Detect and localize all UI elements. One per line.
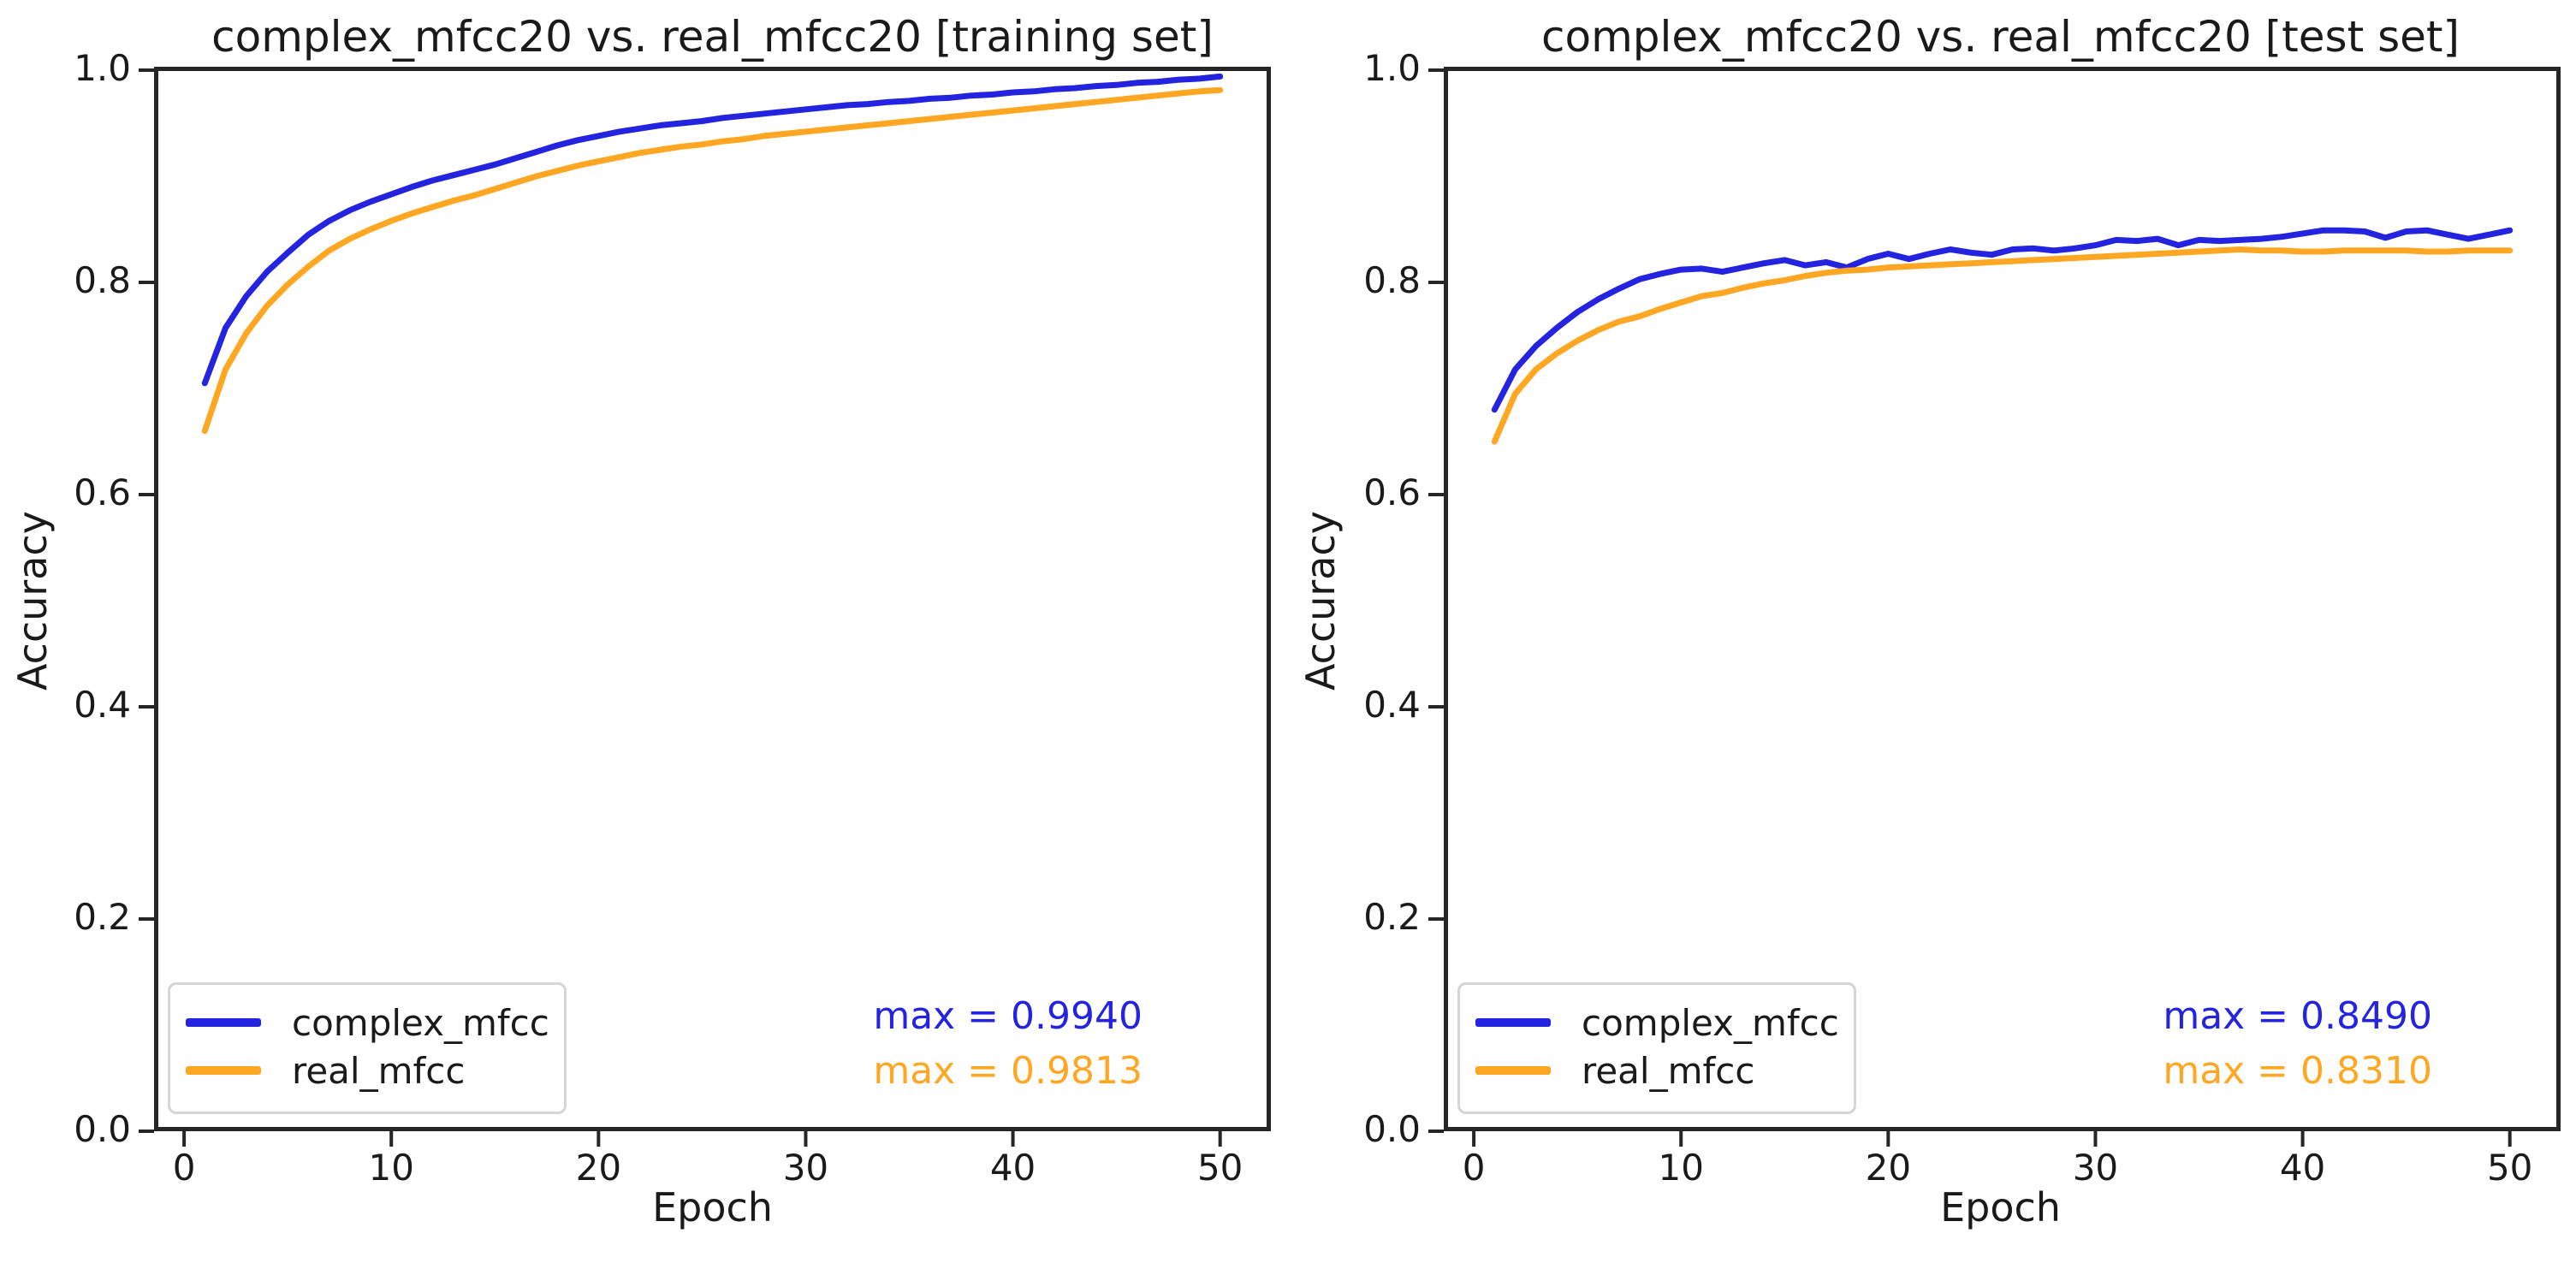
legend-label: complex_mfcc — [1582, 1001, 1839, 1044]
legend-label: real_mfcc — [1582, 1049, 1755, 1092]
y-tick-label: 1.0 — [74, 46, 131, 89]
chart-title: complex_mfcc20 vs. real_mfcc20 [test set… — [1540, 12, 2460, 62]
x-axis-label: Epoch — [652, 1184, 773, 1230]
line-plot — [1428, 67, 2561, 1147]
x-tick-label: 10 — [368, 1147, 414, 1189]
max-value-real: max = 0.9813 — [873, 1049, 1143, 1093]
legend-entry-complex-mfcc: complex_mfcc — [1460, 999, 1854, 1047]
y-tick-label: 0.2 — [74, 895, 131, 938]
legend-entry-complex-mfcc: complex_mfcc — [170, 999, 564, 1047]
y-tick-label: 1.0 — [1363, 46, 1421, 89]
y-tick-label: 0.4 — [1363, 683, 1421, 726]
x-tick-label: 0 — [1462, 1147, 1486, 1189]
max-value-real: max = 0.8310 — [2163, 1049, 2432, 1093]
legend-entry-real-mfcc: real_mfcc — [1460, 1047, 1854, 1094]
legend-line-swatch — [186, 1066, 261, 1075]
x-tick-label: 40 — [2279, 1147, 2326, 1189]
y-tick-label: 0.0 — [74, 1108, 131, 1150]
plot-area: complex_mfcc real_mfcc max = 0.9940 max … — [74, 47, 1271, 1189]
max-value-complex: max = 0.8490 — [2163, 994, 2432, 1038]
y-tick-label: 0.6 — [74, 471, 131, 513]
legend-label: real_mfcc — [292, 1049, 466, 1092]
legend: complex_mfcc real_mfcc — [1457, 982, 1856, 1114]
y-tick-label: 0.8 — [74, 258, 131, 301]
line-plot — [139, 67, 1271, 1147]
y-tick-label: 0.6 — [1363, 471, 1421, 513]
legend-line-swatch — [186, 1018, 261, 1027]
x-tick-label: 30 — [2072, 1147, 2119, 1189]
x-tick-label: 30 — [782, 1147, 829, 1189]
y-axis-label: Accuracy — [9, 510, 56, 691]
x-tick-label: 20 — [1865, 1147, 1912, 1189]
y-tick-label: 0.2 — [1363, 895, 1421, 938]
max-value-complex: max = 0.9940 — [873, 994, 1143, 1038]
legend-line-swatch — [1475, 1066, 1551, 1075]
y-tick-label: 0.8 — [1363, 258, 1421, 301]
max-annotations: max = 0.9940 max = 0.9813 — [873, 989, 1143, 1099]
x-tick-label: 40 — [989, 1147, 1036, 1189]
legend-label: complex_mfcc — [292, 1001, 549, 1044]
y-tick-label: 0.4 — [74, 683, 131, 726]
x-tick-label: 50 — [2486, 1147, 2533, 1189]
training-chart: complex_mfcc20 vs. real_mfcc20 [training… — [9, 12, 1271, 1230]
x-tick-label: 20 — [575, 1147, 622, 1189]
chart-title: complex_mfcc20 vs. real_mfcc20 [training… — [211, 12, 1214, 62]
x-tick-label: 0 — [172, 1147, 196, 1189]
x-tick-label: 50 — [1196, 1147, 1243, 1189]
y-axis-label: Accuracy — [1297, 510, 1344, 691]
y-tick-label: 0.0 — [1363, 1108, 1421, 1150]
x-axis-label: Epoch — [1940, 1184, 2061, 1230]
legend: complex_mfcc real_mfcc — [168, 982, 567, 1114]
legend-entry-real-mfcc: real_mfcc — [170, 1047, 564, 1094]
legend-line-swatch — [1475, 1018, 1551, 1027]
plot-area: complex_mfcc real_mfcc max = 0.8490 max … — [1363, 47, 2561, 1189]
test-chart: complex_mfcc20 vs. real_mfcc20 [test set… — [1288, 0, 2576, 1263]
x-tick-label: 10 — [1658, 1147, 1704, 1189]
max-annotations: max = 0.8490 max = 0.8310 — [2163, 989, 2432, 1099]
